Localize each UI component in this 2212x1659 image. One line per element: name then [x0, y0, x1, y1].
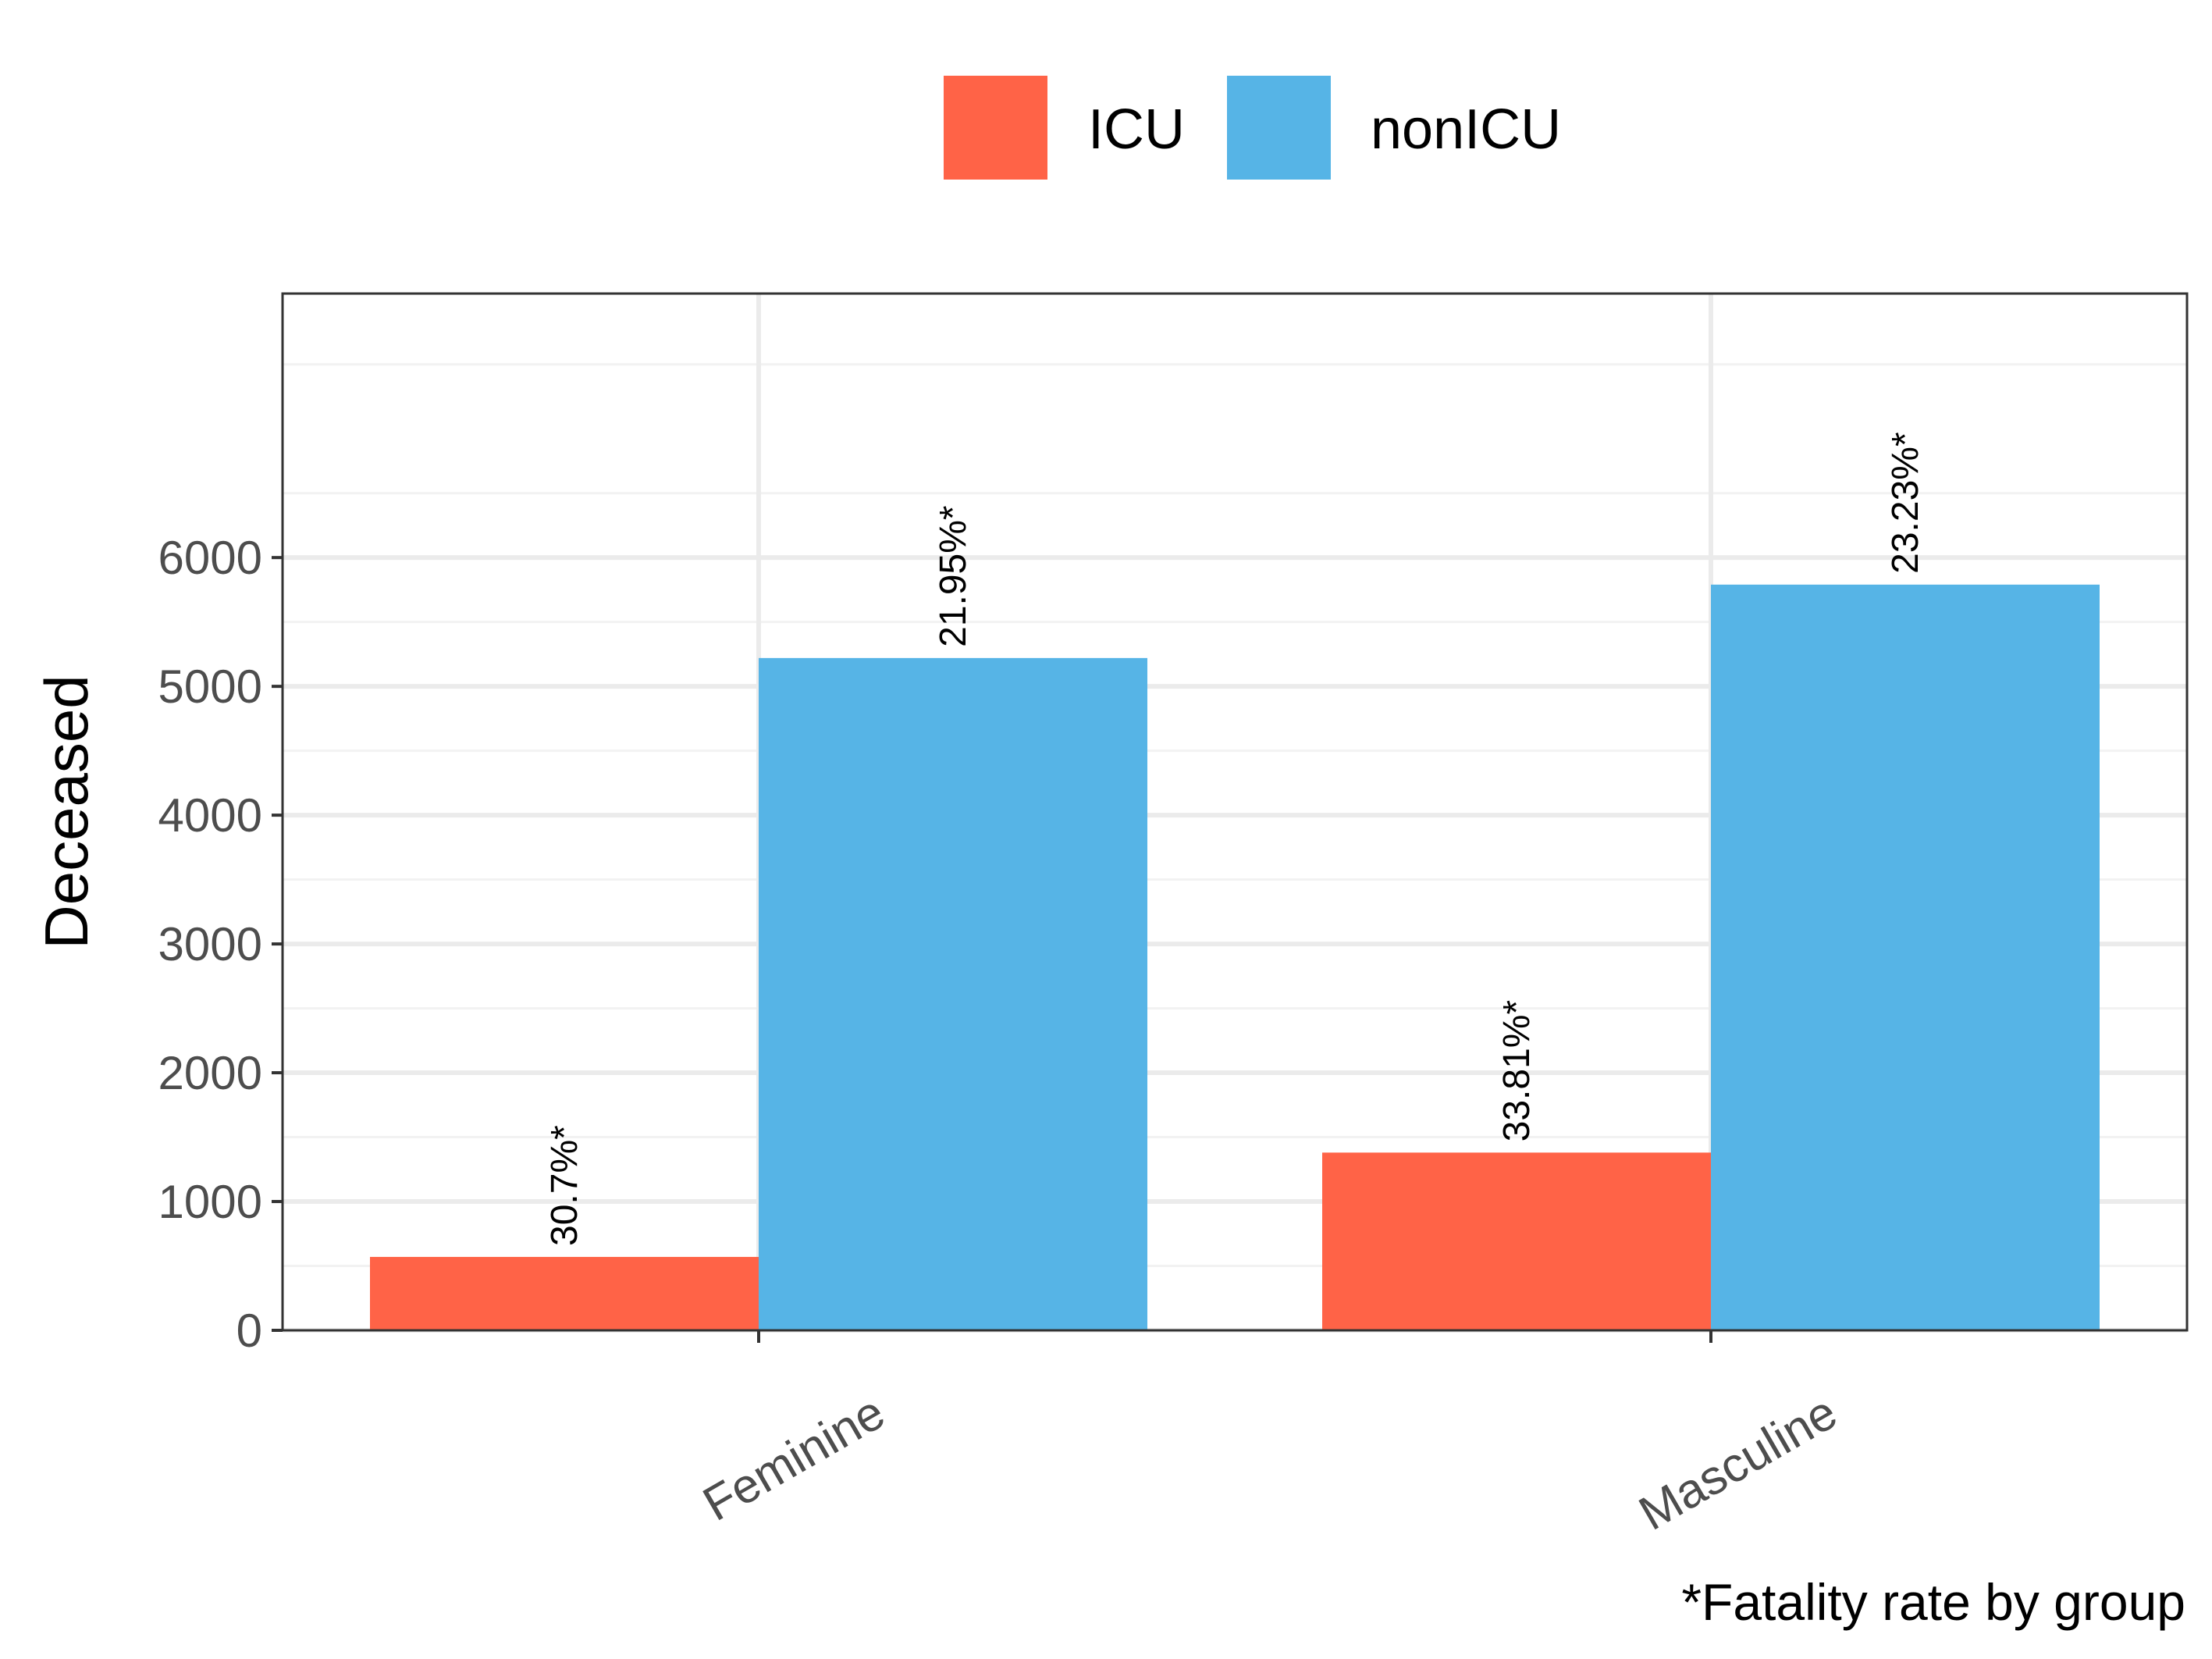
legend-key-nonicu — [1227, 76, 1331, 180]
bar-icu-feminine — [370, 1256, 759, 1330]
bar-icu-masculine — [1322, 1152, 1711, 1330]
legend: ICU nonICU — [944, 76, 1561, 180]
bar-value-label: 23.23%* — [1885, 432, 1926, 573]
bar-value-label: 21.95%* — [933, 505, 974, 646]
y-tick-label: 5000 — [158, 660, 262, 713]
bar-nonicu-feminine — [759, 657, 1147, 1330]
bar-labels: 30.7%* 21.95%* 33.81%* 23.23%* — [544, 432, 1926, 1246]
y-tick-label: 0 — [236, 1305, 262, 1357]
y-tick-label: 6000 — [158, 532, 262, 584]
y-tick-label: 1000 — [158, 1176, 262, 1228]
legend-key-icu — [944, 76, 1047, 180]
y-tick-label: 3000 — [158, 918, 262, 970]
legend-label-nonicu: nonICU — [1371, 98, 1561, 161]
bar-value-label: 33.81%* — [1496, 1000, 1538, 1141]
bar-nonicu-masculine — [1711, 584, 2100, 1330]
y-tick-label: 4000 — [158, 789, 262, 842]
bars — [370, 584, 2100, 1330]
legend-label-icu: ICU — [1088, 98, 1185, 161]
caption: *Fatality rate by group — [1681, 1573, 2185, 1631]
y-axis-label: Deceased — [32, 675, 101, 949]
y-tick-label: 2000 — [158, 1047, 262, 1099]
bar-value-label: 30.7%* — [544, 1125, 585, 1246]
panel-border — [281, 292, 2189, 1332]
